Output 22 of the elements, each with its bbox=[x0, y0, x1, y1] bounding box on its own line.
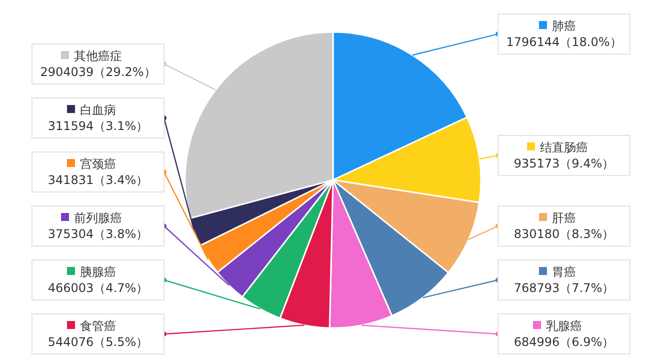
legend-label: 胰腺癌 bbox=[80, 265, 116, 279]
data-label: 1796144（18.0%） bbox=[506, 35, 622, 50]
data-label: 2904039（29.2%） bbox=[40, 65, 156, 79]
data-label: 935173（9.4%） bbox=[514, 156, 614, 170]
data-label: 544076（5.5%） bbox=[48, 335, 148, 349]
legend-label: 前列腺癌 bbox=[74, 211, 122, 225]
data-label: 768793（7.7%） bbox=[514, 281, 614, 295]
legend-label: 食管癌 bbox=[80, 319, 116, 333]
data-label: 466003（4.7%） bbox=[48, 281, 148, 295]
legend-label: 肝癌 bbox=[552, 211, 576, 225]
legend-label: 宫颈癌 bbox=[80, 157, 116, 171]
legend-label: 其他癌症 bbox=[74, 49, 122, 63]
legend-label: 结直肠癌 bbox=[540, 140, 588, 154]
data-label: 311594（3.1%） bbox=[48, 119, 148, 133]
legend-label: 胃癌 bbox=[552, 265, 576, 279]
data-label: 684996（6.9%） bbox=[514, 335, 614, 349]
data-label: 830180（8.3%） bbox=[514, 227, 614, 241]
data-label: 341831（3.4%） bbox=[48, 173, 148, 187]
legend-label: 白血病 bbox=[80, 103, 116, 117]
legend-label: 乳腺癌 bbox=[546, 319, 582, 333]
data-label: 375304（3.8%） bbox=[48, 227, 148, 241]
legend-label: 肺癌 bbox=[552, 19, 576, 34]
